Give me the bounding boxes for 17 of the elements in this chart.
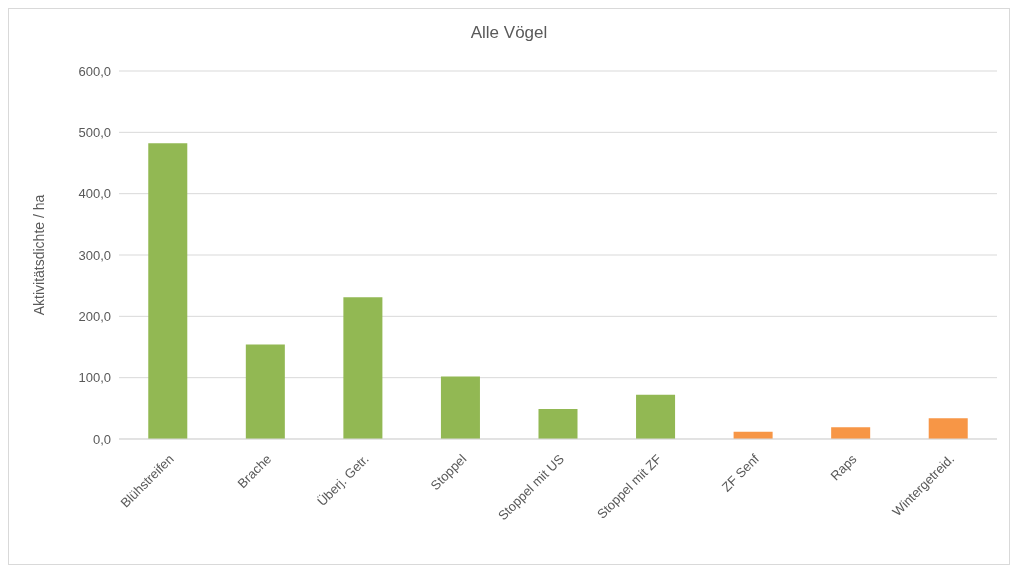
y-tick-label: 300,0 (78, 247, 111, 263)
bar (440, 376, 480, 439)
y-axis-title: Aktivitätsdichte / ha (30, 194, 47, 316)
bar (343, 297, 383, 439)
y-tick-label: 600,0 (78, 63, 111, 79)
bar (245, 344, 285, 439)
y-tick-label: 400,0 (78, 186, 111, 202)
y-tick-label: 500,0 (78, 124, 111, 140)
y-tick-label: 200,0 (78, 308, 111, 324)
chart-title: Alle Vögel (469, 23, 549, 43)
bar (148, 143, 188, 439)
bar (928, 418, 968, 439)
y-tick-label: 100,0 (78, 370, 111, 386)
y-tick-label: 0,0 (92, 431, 111, 447)
bar (538, 408, 578, 439)
bar (636, 394, 676, 439)
bar (831, 427, 871, 439)
